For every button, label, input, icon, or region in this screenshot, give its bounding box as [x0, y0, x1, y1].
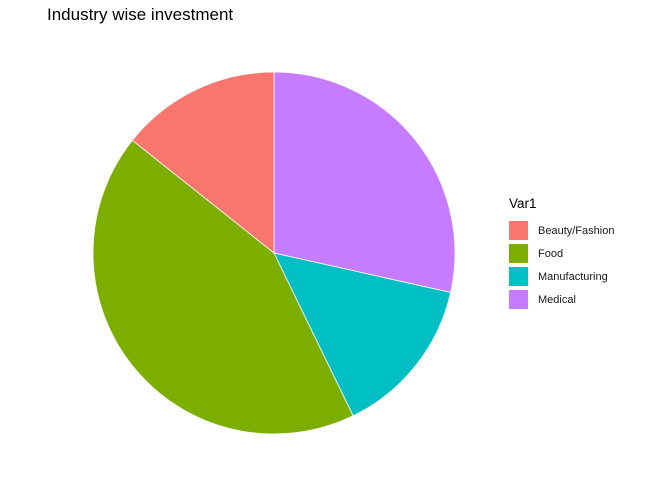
legend-label: Medical [538, 293, 576, 306]
legend-item: Manufacturing [509, 265, 614, 288]
pie-slice-manufacturing [273, 252, 452, 417]
pie-slice-food [92, 139, 354, 435]
legend-item: Medical [509, 288, 614, 311]
pie-slices [92, 71, 456, 435]
chart-title: Industry wise investment [47, 5, 234, 24]
legend-item: Beauty/Fashion [509, 219, 614, 242]
legend-label: Manufacturing [538, 270, 608, 283]
legend-swatch [509, 221, 528, 240]
legend-swatch [509, 267, 528, 286]
legend: Var1 Beauty/Fashion Food Manufacturing Medi… [509, 196, 614, 311]
legend-label: Beauty/Fashion [538, 224, 615, 237]
legend-swatch [509, 244, 528, 263]
legend-title: Var1 [509, 196, 537, 211]
legend-swatch [509, 290, 528, 309]
pie-slice-medical [273, 71, 456, 293]
legend-item: Food [509, 242, 614, 265]
legend-items: Beauty/Fashion Food Manufacturing Medical [509, 219, 614, 311]
pie-slice-beauty-fashion [131, 71, 275, 254]
legend-label: Food [538, 247, 564, 260]
